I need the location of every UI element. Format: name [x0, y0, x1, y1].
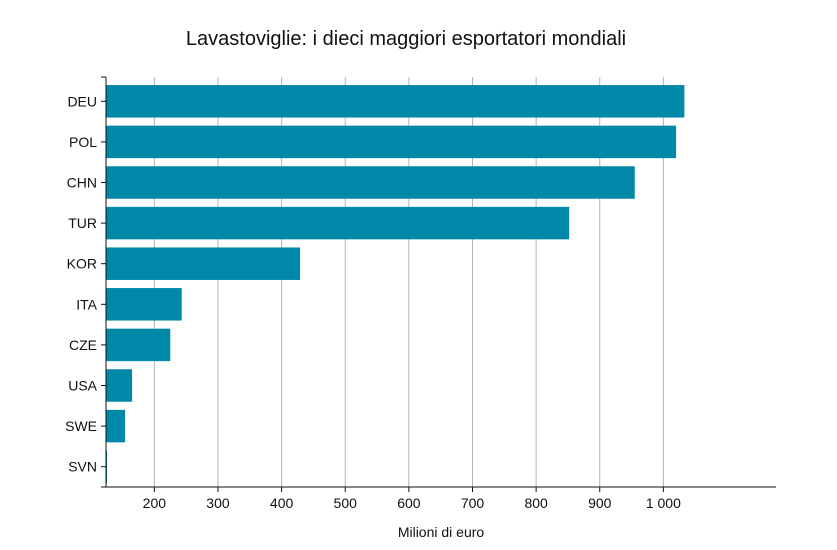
y-tick-label: CZE	[69, 337, 97, 353]
axes: 200 300 400 500 600 700 800 900 1 000 DEU POL CHN TU…	[65, 76, 776, 511]
bar-tur	[106, 206, 570, 240]
y-tick-label: ITA	[76, 296, 97, 312]
bar-deu	[106, 85, 685, 118]
y-tick-label: CHN	[67, 175, 97, 191]
y-tick-label: TUR	[68, 215, 97, 231]
x-tick-label: 600	[397, 495, 421, 511]
y-tick-label: USA	[68, 378, 97, 394]
bar-chn	[106, 166, 635, 199]
bar-pol	[106, 125, 677, 159]
x-tick-label: 300	[206, 495, 230, 511]
y-tick-label: SWE	[65, 418, 97, 434]
x-tick-label: 1 000	[646, 495, 681, 511]
y-tick-label: DEU	[67, 93, 97, 109]
x-tick-label: 500	[334, 495, 358, 511]
y-tick-label: SVN	[68, 459, 97, 475]
y-tick-label: KOR	[67, 256, 97, 272]
bar-swe	[106, 409, 126, 443]
x-tick-label: 900	[588, 495, 612, 511]
x-tick-label: 400	[270, 495, 294, 511]
x-tick-label: 200	[143, 495, 167, 511]
chart-title: Lavastoviglie: i dieci maggiori esportat…	[185, 28, 627, 50]
x-tick-label: 800	[524, 495, 548, 511]
x-axis-title: Milioni di euro	[397, 524, 485, 540]
bar-ita	[106, 288, 182, 321]
bar-usa	[106, 369, 133, 402]
bar-cze	[106, 328, 171, 362]
bar-kor	[106, 247, 301, 280]
x-tick-label: 700	[461, 495, 485, 511]
bars	[106, 85, 685, 483]
y-tick-label: POL	[69, 134, 97, 150]
